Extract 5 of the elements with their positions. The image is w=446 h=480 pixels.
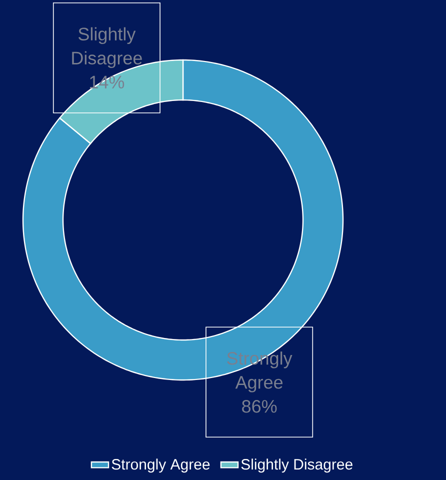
legend-label: Strongly Agree [112, 458, 210, 473]
legend-label: Slightly Disagree [241, 458, 352, 473]
slice-label: Slightly Disagree [72, 27, 142, 68]
data-label: 86% [242, 400, 277, 413]
slice-label: Strongly Agree [227, 352, 292, 392]
